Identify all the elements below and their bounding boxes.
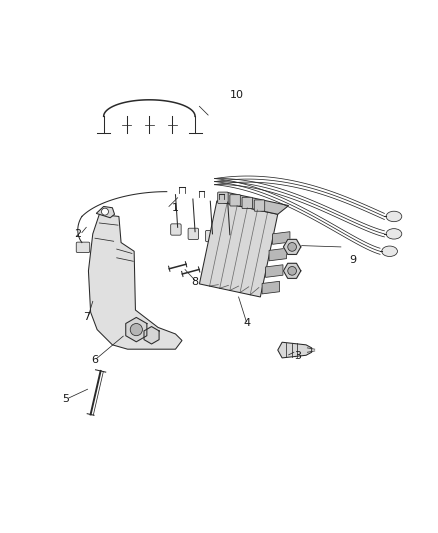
Polygon shape	[126, 318, 147, 342]
Ellipse shape	[382, 246, 397, 256]
FancyBboxPatch shape	[76, 242, 90, 253]
Text: 7: 7	[83, 312, 90, 321]
Circle shape	[288, 266, 297, 275]
Text: 3: 3	[294, 351, 301, 361]
Polygon shape	[269, 248, 286, 261]
FancyBboxPatch shape	[205, 230, 216, 241]
Polygon shape	[278, 342, 312, 358]
FancyBboxPatch shape	[223, 231, 233, 243]
FancyBboxPatch shape	[230, 195, 240, 206]
Text: 10: 10	[230, 90, 244, 100]
Text: 6: 6	[92, 355, 99, 365]
Polygon shape	[88, 214, 182, 349]
Polygon shape	[199, 201, 278, 297]
Polygon shape	[262, 281, 279, 294]
Polygon shape	[283, 239, 301, 254]
Circle shape	[102, 208, 109, 215]
Polygon shape	[265, 265, 283, 277]
Polygon shape	[272, 232, 290, 244]
Text: 2: 2	[74, 229, 81, 239]
FancyBboxPatch shape	[242, 197, 253, 208]
Polygon shape	[217, 192, 289, 214]
FancyBboxPatch shape	[171, 224, 181, 235]
Text: 5: 5	[62, 394, 69, 404]
Circle shape	[288, 243, 297, 251]
Ellipse shape	[386, 229, 402, 239]
Text: 9: 9	[350, 255, 357, 265]
FancyBboxPatch shape	[218, 192, 228, 204]
FancyBboxPatch shape	[188, 228, 198, 239]
Text: 4: 4	[244, 318, 251, 328]
Polygon shape	[144, 327, 159, 344]
Polygon shape	[96, 206, 115, 218]
Text: 1: 1	[172, 203, 179, 213]
Polygon shape	[283, 263, 301, 278]
FancyBboxPatch shape	[254, 200, 265, 211]
Circle shape	[130, 324, 142, 336]
Text: 8: 8	[191, 277, 198, 287]
Ellipse shape	[386, 211, 402, 222]
